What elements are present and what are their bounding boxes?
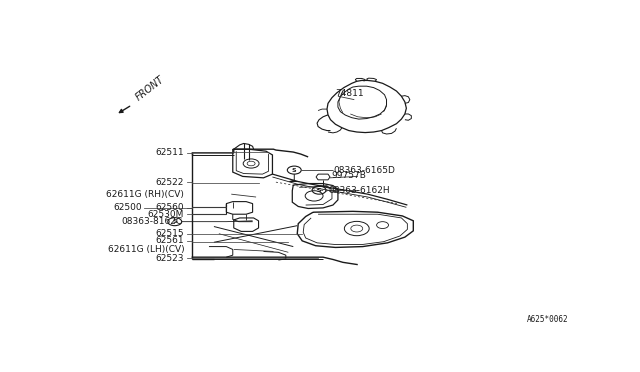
Text: 62500: 62500 — [113, 203, 142, 212]
Text: S: S — [317, 187, 321, 193]
Text: 62561: 62561 — [156, 236, 184, 246]
Text: 62611G (LH)(CV): 62611G (LH)(CV) — [108, 245, 184, 254]
Text: 99757B: 99757B — [331, 171, 366, 180]
Text: S: S — [172, 219, 177, 224]
Text: 62522: 62522 — [156, 178, 184, 187]
Text: 62530M: 62530M — [148, 210, 184, 219]
Text: 62511: 62511 — [156, 148, 184, 157]
Text: 08363-6165D: 08363-6165D — [333, 166, 395, 174]
Text: 62560: 62560 — [156, 203, 184, 212]
Text: 74811: 74811 — [335, 89, 364, 99]
Text: S: S — [292, 168, 296, 173]
Text: 62515: 62515 — [156, 229, 184, 238]
Text: A625*0062: A625*0062 — [527, 315, 568, 324]
Text: 62523: 62523 — [156, 254, 184, 263]
Text: 62611G (RH)(CV): 62611G (RH)(CV) — [106, 190, 184, 199]
Text: FRONT: FRONT — [134, 74, 166, 103]
Text: 08363-8162C: 08363-8162C — [122, 217, 182, 226]
Text: 08363-6162H: 08363-6162H — [328, 186, 390, 195]
